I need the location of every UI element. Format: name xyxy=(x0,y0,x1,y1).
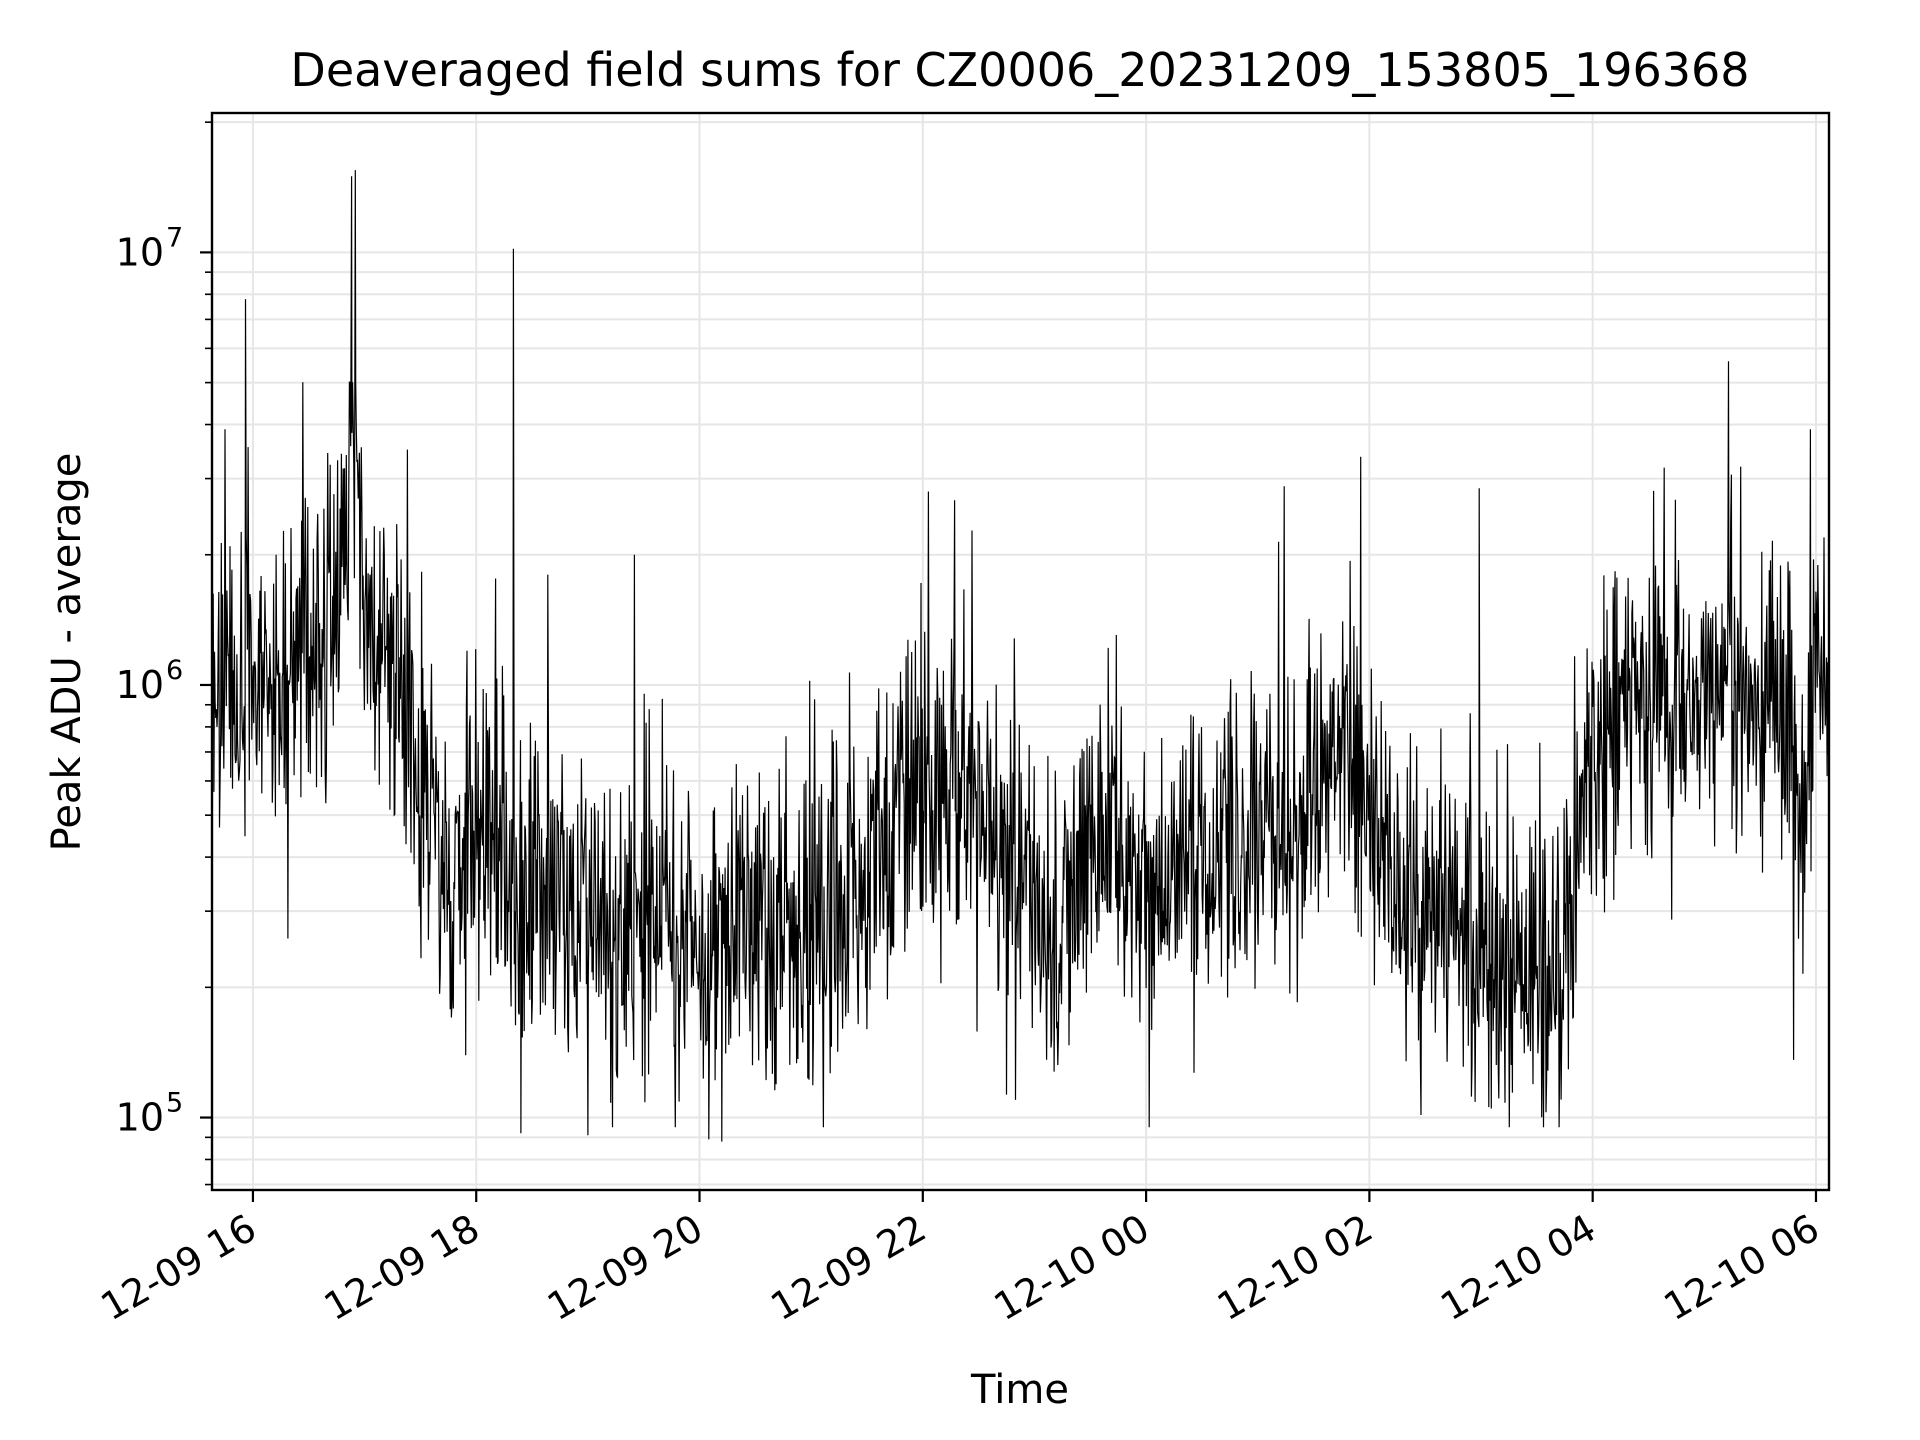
y-tick-base: 10 xyxy=(116,230,164,274)
y-tick-label: 10 xyxy=(116,1096,164,1140)
y-axis-label: Peak ADU - average xyxy=(44,453,90,852)
y-tick-exponent: 6 xyxy=(166,655,183,686)
y-tick-base: 10 xyxy=(116,1096,164,1140)
y-tick-exponent: 5 xyxy=(166,1088,183,1119)
series-line xyxy=(211,170,1830,1142)
chart-title: Deaveraged field sums for CZ0006_2023120… xyxy=(290,43,1749,97)
y-tick-label: 10 xyxy=(116,663,164,707)
plot-area xyxy=(211,170,1830,1142)
y-tick-label: 10 xyxy=(116,230,164,274)
y-tick-exponent: 7 xyxy=(166,222,183,253)
y-tick-base: 10 xyxy=(116,663,164,707)
x-axis-label: Time xyxy=(970,1367,1069,1413)
grid-lines xyxy=(212,113,1829,1190)
plot-frame xyxy=(210,111,1831,1192)
